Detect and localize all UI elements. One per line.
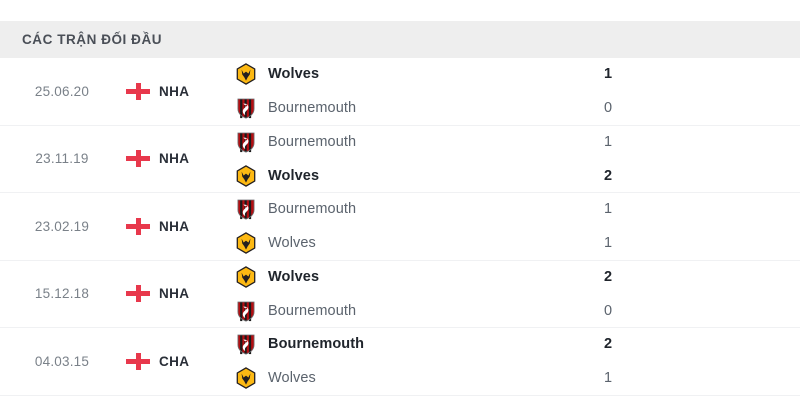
score-value: 1 [603,370,613,387]
team-name: Bournemouth [268,100,357,117]
competition-cell: NHA [118,150,223,168]
teams-cell: Bournemouth Wolves [223,333,600,390]
match-date: 15.12.18 [34,286,90,302]
team-home[interactable]: Wolves [235,265,600,288]
team-name: Wolves [268,268,320,285]
team-name: Bournemouth [268,336,365,353]
match-date: 04.03.15 [34,353,90,369]
england-flag-icon [126,352,150,370]
score-away: 0 [600,97,800,119]
team-home[interactable]: Bournemouth [235,131,600,153]
team-away[interactable]: Bournemouth [235,300,600,322]
team-name: Wolves [268,167,320,184]
score-value: 2 [603,268,613,285]
competition-code: CHA [159,353,190,369]
score-value: 1 [603,235,613,252]
score-home: 2 [600,266,800,288]
competition-cell: NHA [118,82,223,100]
section-header: CÁC TRẬN ĐỐI ĐẦU [0,21,800,58]
team-away[interactable]: Wolves [235,232,600,255]
score-away: 0 [600,300,800,322]
wolves-crest-icon [235,232,257,255]
match-date: 23.02.19 [34,218,90,234]
score-home: 1 [600,131,800,153]
score-value: 0 [603,302,613,319]
match-list: 25.06.20 NHA Wolves Bournemouth 1 0 23.11.19 NH… [0,58,800,396]
team-home[interactable]: Bournemouth [235,198,600,220]
match-row[interactable]: 23.02.19 NHA Bournemouth Wolves 1 1 [0,193,800,261]
team-name: Bournemouth [268,302,357,319]
match-row[interactable]: 04.03.15 CHA Bournemouth Wolves 2 1 [0,328,800,396]
score-value: 2 [603,336,613,353]
team-name: Bournemouth [268,201,357,218]
teams-cell: Bournemouth Wolves [223,131,600,187]
teams-cell: Wolves Bournemouth [223,265,600,322]
bournemouth-crest-icon [235,131,257,153]
score-home: 2 [600,333,800,355]
team-home[interactable]: Wolves [235,63,600,86]
team-away[interactable]: Wolves [235,367,600,390]
score-away: 1 [600,232,800,254]
bournemouth-crest-icon [235,333,257,355]
match-date: 25.06.20 [34,83,90,99]
score-value: 1 [603,66,613,83]
competition-code: NHA [159,151,190,167]
competition-code: NHA [159,218,190,234]
wolves-crest-icon [235,367,257,390]
match-row[interactable]: 25.06.20 NHA Wolves Bournemouth 1 0 [0,58,800,126]
team-home[interactable]: Bournemouth [235,333,600,355]
bournemouth-crest-icon [235,198,257,220]
score-value: 2 [603,167,613,184]
score-away: 1 [600,367,800,389]
bournemouth-crest-icon [235,300,257,322]
team-name: Wolves [268,66,320,83]
wolves-crest-icon [235,63,257,86]
wolves-crest-icon [235,265,257,288]
competition-cell: NHA [118,217,223,235]
england-flag-icon [126,285,150,303]
england-flag-icon [126,150,150,168]
competition-code: NHA [159,83,190,99]
bournemouth-crest-icon [235,97,257,119]
teams-cell: Bournemouth Wolves [223,198,600,255]
match-row[interactable]: 23.11.19 NHA Bournemouth Wolves 1 2 [0,125,800,193]
match-date: 23.11.19 [35,151,89,167]
page-title: CÁC TRẬN ĐỐI ĐẦU [22,32,163,47]
score-value: 0 [603,100,613,117]
wolves-crest-icon [235,164,257,187]
team-name: Wolves [268,370,316,387]
team-name: Wolves [268,235,316,252]
team-away[interactable]: Bournemouth [235,97,600,119]
teams-cell: Wolves Bournemouth [223,63,600,119]
competition-code: NHA [159,286,190,302]
team-name: Bournemouth [268,133,357,150]
score-home: 1 [600,63,800,85]
competition-cell: CHA [118,352,223,370]
score-value: 1 [603,201,613,218]
score-away: 2 [600,165,800,187]
team-away[interactable]: Wolves [235,164,600,187]
competition-cell: NHA [118,285,223,303]
match-row[interactable]: 15.12.18 NHA Wolves Bournemouth 2 0 [0,260,800,328]
score-home: 1 [600,198,800,220]
england-flag-icon [126,217,150,235]
england-flag-icon [126,82,150,100]
score-value: 1 [603,133,613,150]
